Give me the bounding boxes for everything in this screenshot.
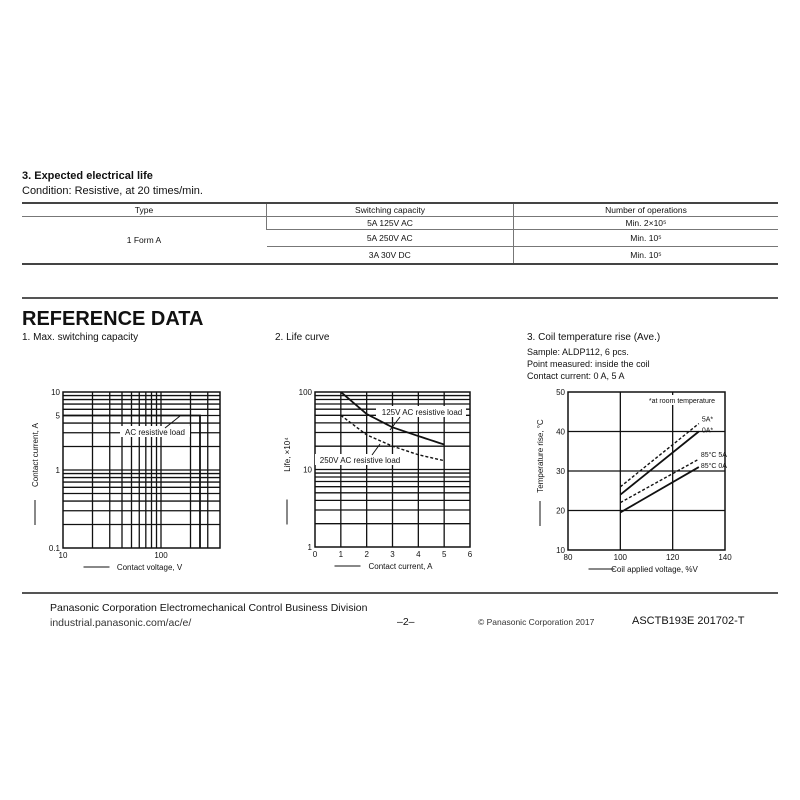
y-axis-label: Contact current, A (31, 422, 40, 487)
series-label: 85°C 5A (701, 451, 727, 459)
chart3-note: Sample: ALDP112, 6 pcs. (527, 347, 629, 357)
reference-title: REFERENCE DATA (22, 308, 204, 330)
x-tick-label: 140 (718, 553, 732, 562)
y-tick-label: 10 (556, 546, 565, 555)
series-label: 85°C 0A (701, 462, 727, 470)
series-label: 125V AC resistive load (382, 408, 463, 417)
condition-text: Condition: Resistive, at 20 times/min. (22, 185, 203, 197)
table-row: 1 Form A 5A 125V AC Min. 2×10⁵ (22, 216, 778, 265)
y-axis-label: Life, ×10⁴ (283, 437, 292, 472)
y-tick-label: 5 (56, 411, 61, 420)
x-tick-label: 100 (614, 553, 628, 562)
series-line (619, 430, 700, 496)
y-tick-label: 10 (303, 466, 312, 475)
operations-cell: Min. 2×10⁵ (513, 216, 778, 230)
document-code: ASCTB193E 201702-T (632, 615, 745, 627)
footer-company: Panasonic Corporation Electromechanical … (50, 602, 368, 614)
operations-cell: Min. 10⁵ (513, 229, 778, 247)
divider (22, 297, 778, 299)
series-line (340, 414, 445, 462)
header-capacity: Switching capacity (266, 203, 514, 217)
label-bg (376, 406, 466, 417)
x-tick-label: 80 (564, 553, 573, 562)
capacity-cell: 5A 125V AC (266, 216, 514, 230)
table-row: 3A 30V DC Min. 10⁵ (22, 246, 778, 265)
x-tick-label: 3 (390, 550, 395, 559)
x-tick-label: 5 (442, 550, 447, 559)
x-tick-label: 120 (666, 553, 680, 562)
chart2-title: 2. Life curve (275, 332, 330, 343)
label-bg (315, 454, 405, 465)
label-bg (640, 395, 722, 405)
type-cell: 1 Form A (22, 216, 267, 265)
series-line (63, 414, 201, 548)
series-line (619, 423, 700, 488)
footer-divider (22, 592, 778, 594)
x-tick-label: 4 (416, 550, 421, 559)
plot-frame (314, 391, 471, 548)
x-tick-label: 1 (339, 550, 344, 559)
series-line (619, 458, 700, 504)
y-tick-label: 10 (51, 388, 60, 397)
x-tick-label: 100 (154, 551, 168, 560)
x-tick-label: 2 (364, 550, 369, 559)
plot-frame (62, 391, 221, 549)
annotation: *at room temperature (649, 398, 715, 405)
page-number: –2– (397, 616, 415, 628)
x-axis-label: Contact current, A (368, 562, 433, 571)
y-tick-label: 1 (56, 466, 61, 475)
y-tick-label: 30 (556, 467, 565, 476)
label-bg (120, 426, 190, 437)
header-type: Type (22, 203, 267, 217)
series-line (619, 466, 700, 514)
footer-url[interactable]: industrial.panasonic.com/ac/e/ (50, 617, 192, 629)
table-row: 5A 250V AC Min. 10⁵ (22, 229, 778, 247)
operations-cell: Min. 10⁵ (513, 246, 778, 265)
y-tick-label: 20 (556, 507, 565, 516)
chart3-note: Contact current: 0 A, 5 A (527, 371, 625, 381)
plot-frame (567, 391, 726, 551)
capacity-cell: 5A 250V AC (266, 229, 514, 247)
series-label: AC resistive load (125, 428, 185, 437)
section-title: 3. Expected electrical life (22, 170, 153, 182)
x-tick-label: 10 (59, 551, 68, 560)
electrical-life-table: Type Switching capacity Number of operatio… (22, 202, 778, 265)
table-header: Type Switching capacity Number of operatio… (22, 203, 778, 217)
copyright: © Panasonic Corporation 2017 (478, 617, 595, 627)
x-axis-label: Coil applied voltage, %V (611, 565, 698, 574)
series-label: 5A* (702, 417, 714, 424)
leader-line (371, 443, 381, 456)
chart3-note: Point measured: inside the coil (527, 359, 650, 369)
leader-line (164, 415, 181, 429)
header-operations: Number of operations (513, 203, 778, 217)
capacity-cell: 3A 30V DC (266, 246, 514, 265)
x-tick-label: 0 (313, 550, 318, 559)
chart1-title: 1. Max. switching capacity (22, 332, 139, 343)
x-axis-label: Contact voltage, V (117, 563, 183, 572)
y-tick-label: 100 (299, 388, 313, 397)
y-tick-label: 50 (556, 388, 565, 397)
y-tick-label: 1 (308, 543, 313, 552)
y-axis-label: Temperature rise, °C (536, 419, 545, 493)
series-label: 0A* (702, 428, 714, 435)
chart3-title: 3. Coil temperature rise (Ave.) (527, 332, 661, 343)
y-tick-label: 0.1 (49, 544, 61, 553)
leader-line (389, 416, 401, 431)
series-label: 250V AC resistive load (320, 456, 401, 465)
x-tick-label: 6 (468, 550, 473, 559)
y-tick-label: 40 (556, 428, 565, 437)
